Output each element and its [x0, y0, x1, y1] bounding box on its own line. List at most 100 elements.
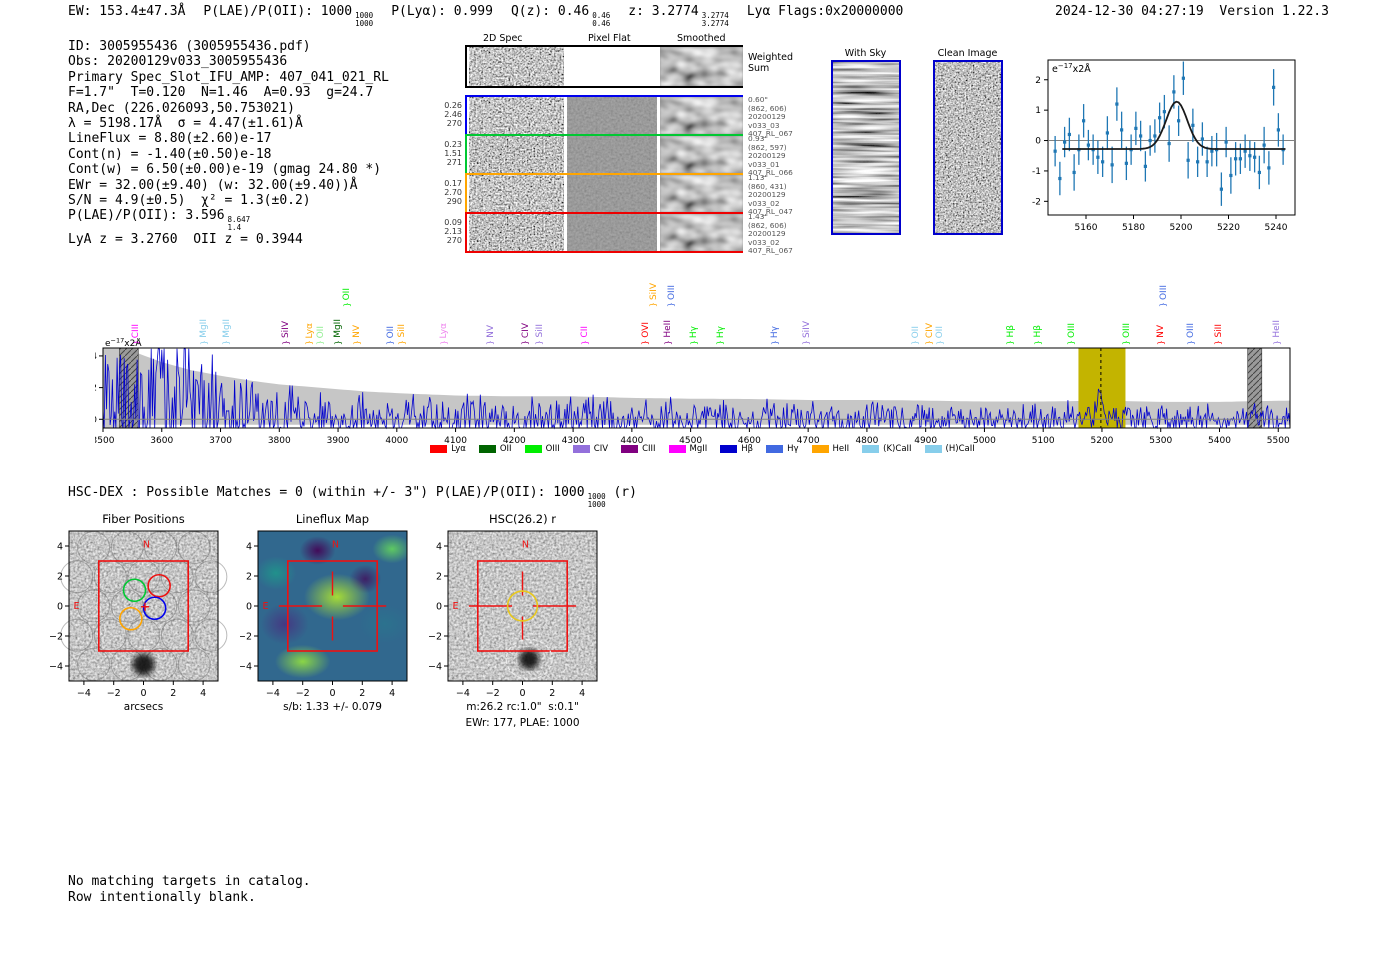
twod-row-image — [465, 173, 743, 214]
info-line-4: RA,Dec (226.026093,50.753021) — [68, 100, 295, 116]
line-label-OIII: OIII{ — [666, 284, 677, 308]
weighted-sum-label: Weighted Sum — [748, 52, 793, 74]
header-item-1: P(LAE)/P(OII): 1000 1000 1000 — [203, 4, 374, 28]
svg-text:5200: 5200 — [1170, 223, 1193, 233]
legend-swatch — [668, 445, 686, 453]
svg-text:−2: −2 — [50, 632, 63, 643]
svg-text:E: E — [73, 601, 79, 612]
twod-row-annotations: 0.60" (862, 606) 20200129 v033_03 407_RL_067 — [748, 95, 793, 139]
cutout-xlabel: arcsecs — [123, 701, 164, 713]
legend-item-CIV: CIV — [572, 444, 608, 454]
hsc-dex-summary: HSC-DEX : Possible Matches = 0 (within +… — [68, 485, 637, 509]
info-line-10: S/N = 4.9(±0.5) χ² = 1.3(±0.2) — [68, 193, 311, 209]
info-line-5: λ = 5198.17Å σ = 4.47(±1.61)Å — [68, 116, 303, 132]
legend-item-HeII: HeII — [811, 444, 849, 454]
twod-row-annotations: 0.93" (862, 597) 20200129 v033_01 407_RL_066 — [748, 134, 793, 178]
svg-text:0: 0 — [1035, 137, 1041, 147]
svg-text:4200: 4200 — [503, 436, 526, 446]
svg-text:E: E — [262, 601, 268, 612]
cutout-title: HSC(26.2) r — [489, 512, 556, 526]
svg-text:−2: −2 — [107, 688, 121, 699]
info-line-11: P(LAE)/P(OII): 3.596 8.647 1.4 — [68, 208, 251, 233]
legend-item-OII: OII — [478, 444, 512, 454]
legend-swatch — [430, 445, 448, 453]
svg-text:3900: 3900 — [327, 436, 350, 446]
legend-item-OIII: OIII — [524, 444, 560, 454]
col-header-pixel-flat: Pixel Flat — [588, 33, 631, 44]
line-label-OII: OII{ — [342, 287, 353, 308]
cutout-fiber-positions: Fiber Positions N E −4 −2 0 2 4 −4 −2 0 2 4 arcsecs — [50, 512, 240, 742]
svg-text:4500: 4500 — [679, 436, 702, 446]
svg-text:−2: −2 — [240, 632, 252, 643]
emission-line-labels: CIII{MgII{MgII{SiIV{Lyα{OII{MgII{OII{NV{… — [0, 250, 1400, 347]
info-line-12: LyA z = 3.2760 OII z = 0.3944 — [68, 232, 303, 248]
legend-swatch — [862, 445, 880, 453]
svg-text:−2: −2 — [428, 632, 442, 643]
svg-text:4300: 4300 — [562, 436, 585, 446]
footer-notes: No matching targets in catalog. Row inten… — [68, 874, 311, 905]
legend-item-(H)CaII: (H)CaII — [924, 444, 975, 454]
fraction: 1000 1000 — [355, 11, 374, 28]
svg-text:4000: 4000 — [385, 436, 408, 446]
svg-text:2: 2 — [1035, 76, 1041, 86]
svg-text:5400: 5400 — [1208, 436, 1231, 446]
info-line-7: Cont(n) = -1.40(±0.50)e-18 — [68, 146, 272, 162]
svg-text:5300: 5300 — [1149, 436, 1172, 446]
fraction: 3.2774 3.2774 — [701, 11, 729, 28]
svg-text:e−17x2Å: e−17x2Å — [1052, 62, 1091, 75]
clean-image — [933, 60, 1003, 235]
info-line-8: Cont(w) = 6.50(±0.00)e-19 (gmag 24.80 *) — [68, 162, 382, 178]
svg-text:e−17x2Å: e−17x2Å — [105, 338, 142, 349]
info-line-0: ID: 3005955436 (3005955436.pdf) — [68, 39, 311, 54]
info-line-2: Primary Spec_Slot_IFU_AMP: 407_041_021_R… — [68, 69, 389, 85]
header-summary: EW: 153.4±47.3Å P(LAE)/P(OII): 1000 1000 10… — [68, 4, 921, 28]
svg-text:0: 0 — [95, 415, 97, 425]
svg-text:−4: −4 — [266, 688, 280, 699]
cutout-caption: s/b: 1.33 +/- 0.079 — [283, 701, 382, 713]
header-meta: 2024-12-30 04:27:19 Version 1.22.3 — [1055, 4, 1329, 19]
twod-row-left-labels: 0.09 2.13 270 — [444, 218, 462, 245]
svg-text:4: 4 — [389, 688, 395, 699]
cutout-caption: EWr: 177, PLAE: 1000 — [465, 717, 580, 729]
spectrum-legend: Lyα OII OIII CIV CIII MgII Hβ Hγ HeII (K)CaII (H)C… — [95, 444, 1310, 454]
svg-text:0: 0 — [436, 602, 442, 613]
svg-text:2: 2 — [436, 572, 442, 583]
svg-text:N: N — [332, 540, 339, 551]
twod-row-image — [465, 212, 743, 253]
svg-text:−4: −4 — [240, 662, 252, 673]
svg-text:−4: −4 — [456, 688, 470, 699]
cutout-hsc-26-2-r: HSC(26.2) r N E −4 −2 0 2 4 −4 −2 0 2 4 m:26.2 rc:1.0… — [428, 512, 618, 742]
svg-text:N: N — [143, 540, 150, 551]
legend-item-Hγ: Hγ — [766, 444, 799, 454]
info-line-9: EWr = 32.00(±9.40) (w: 32.00(±9.40))Å — [68, 177, 358, 193]
svg-text:4: 4 — [200, 688, 206, 699]
legend-item-Hβ: Hβ — [720, 444, 753, 454]
twod-row-image — [465, 134, 743, 175]
svg-text:5160: 5160 — [1075, 223, 1098, 233]
twod-row-left-labels: 0.26 2.46 270 — [444, 101, 462, 128]
legend-swatch — [572, 445, 590, 453]
legend-swatch — [924, 445, 942, 453]
legend-swatch — [621, 445, 639, 453]
svg-text:−4: −4 — [428, 662, 442, 673]
svg-text:4800: 4800 — [855, 436, 878, 446]
svg-text:4700: 4700 — [797, 436, 820, 446]
twod-row-image — [465, 45, 743, 88]
header-item-2: P(Lyα): 0.999 — [391, 4, 493, 19]
twod-row-left-labels: 0.17 2.70 290 — [444, 179, 462, 206]
svg-text:4900: 4900 — [914, 436, 937, 446]
svg-text:4: 4 — [57, 542, 63, 553]
svg-text:3600: 3600 — [150, 436, 173, 446]
detection-info-block: ID: 3005955436 (3005955436.pdf) Obs: 2020… — [68, 39, 389, 248]
svg-text:4: 4 — [579, 688, 585, 699]
legend-swatch — [524, 445, 542, 453]
header-item-0: EW: 153.4±47.3Å — [68, 4, 186, 19]
info-line-6: LineFlux = 8.80(±2.60)e-17 — [68, 131, 272, 147]
info-line-3: F=1.7" T=0.120 N=1.46 A=0.93 g=24.7 — [68, 85, 374, 101]
legend-swatch — [478, 445, 496, 453]
twod-row-left-labels: 0.23 1.51 271 — [444, 140, 462, 167]
svg-text:4100: 4100 — [444, 436, 467, 446]
svg-text:4: 4 — [436, 542, 442, 553]
footer-line-1: Row intentionally blank. — [68, 889, 256, 905]
svg-text:4400: 4400 — [620, 436, 643, 446]
